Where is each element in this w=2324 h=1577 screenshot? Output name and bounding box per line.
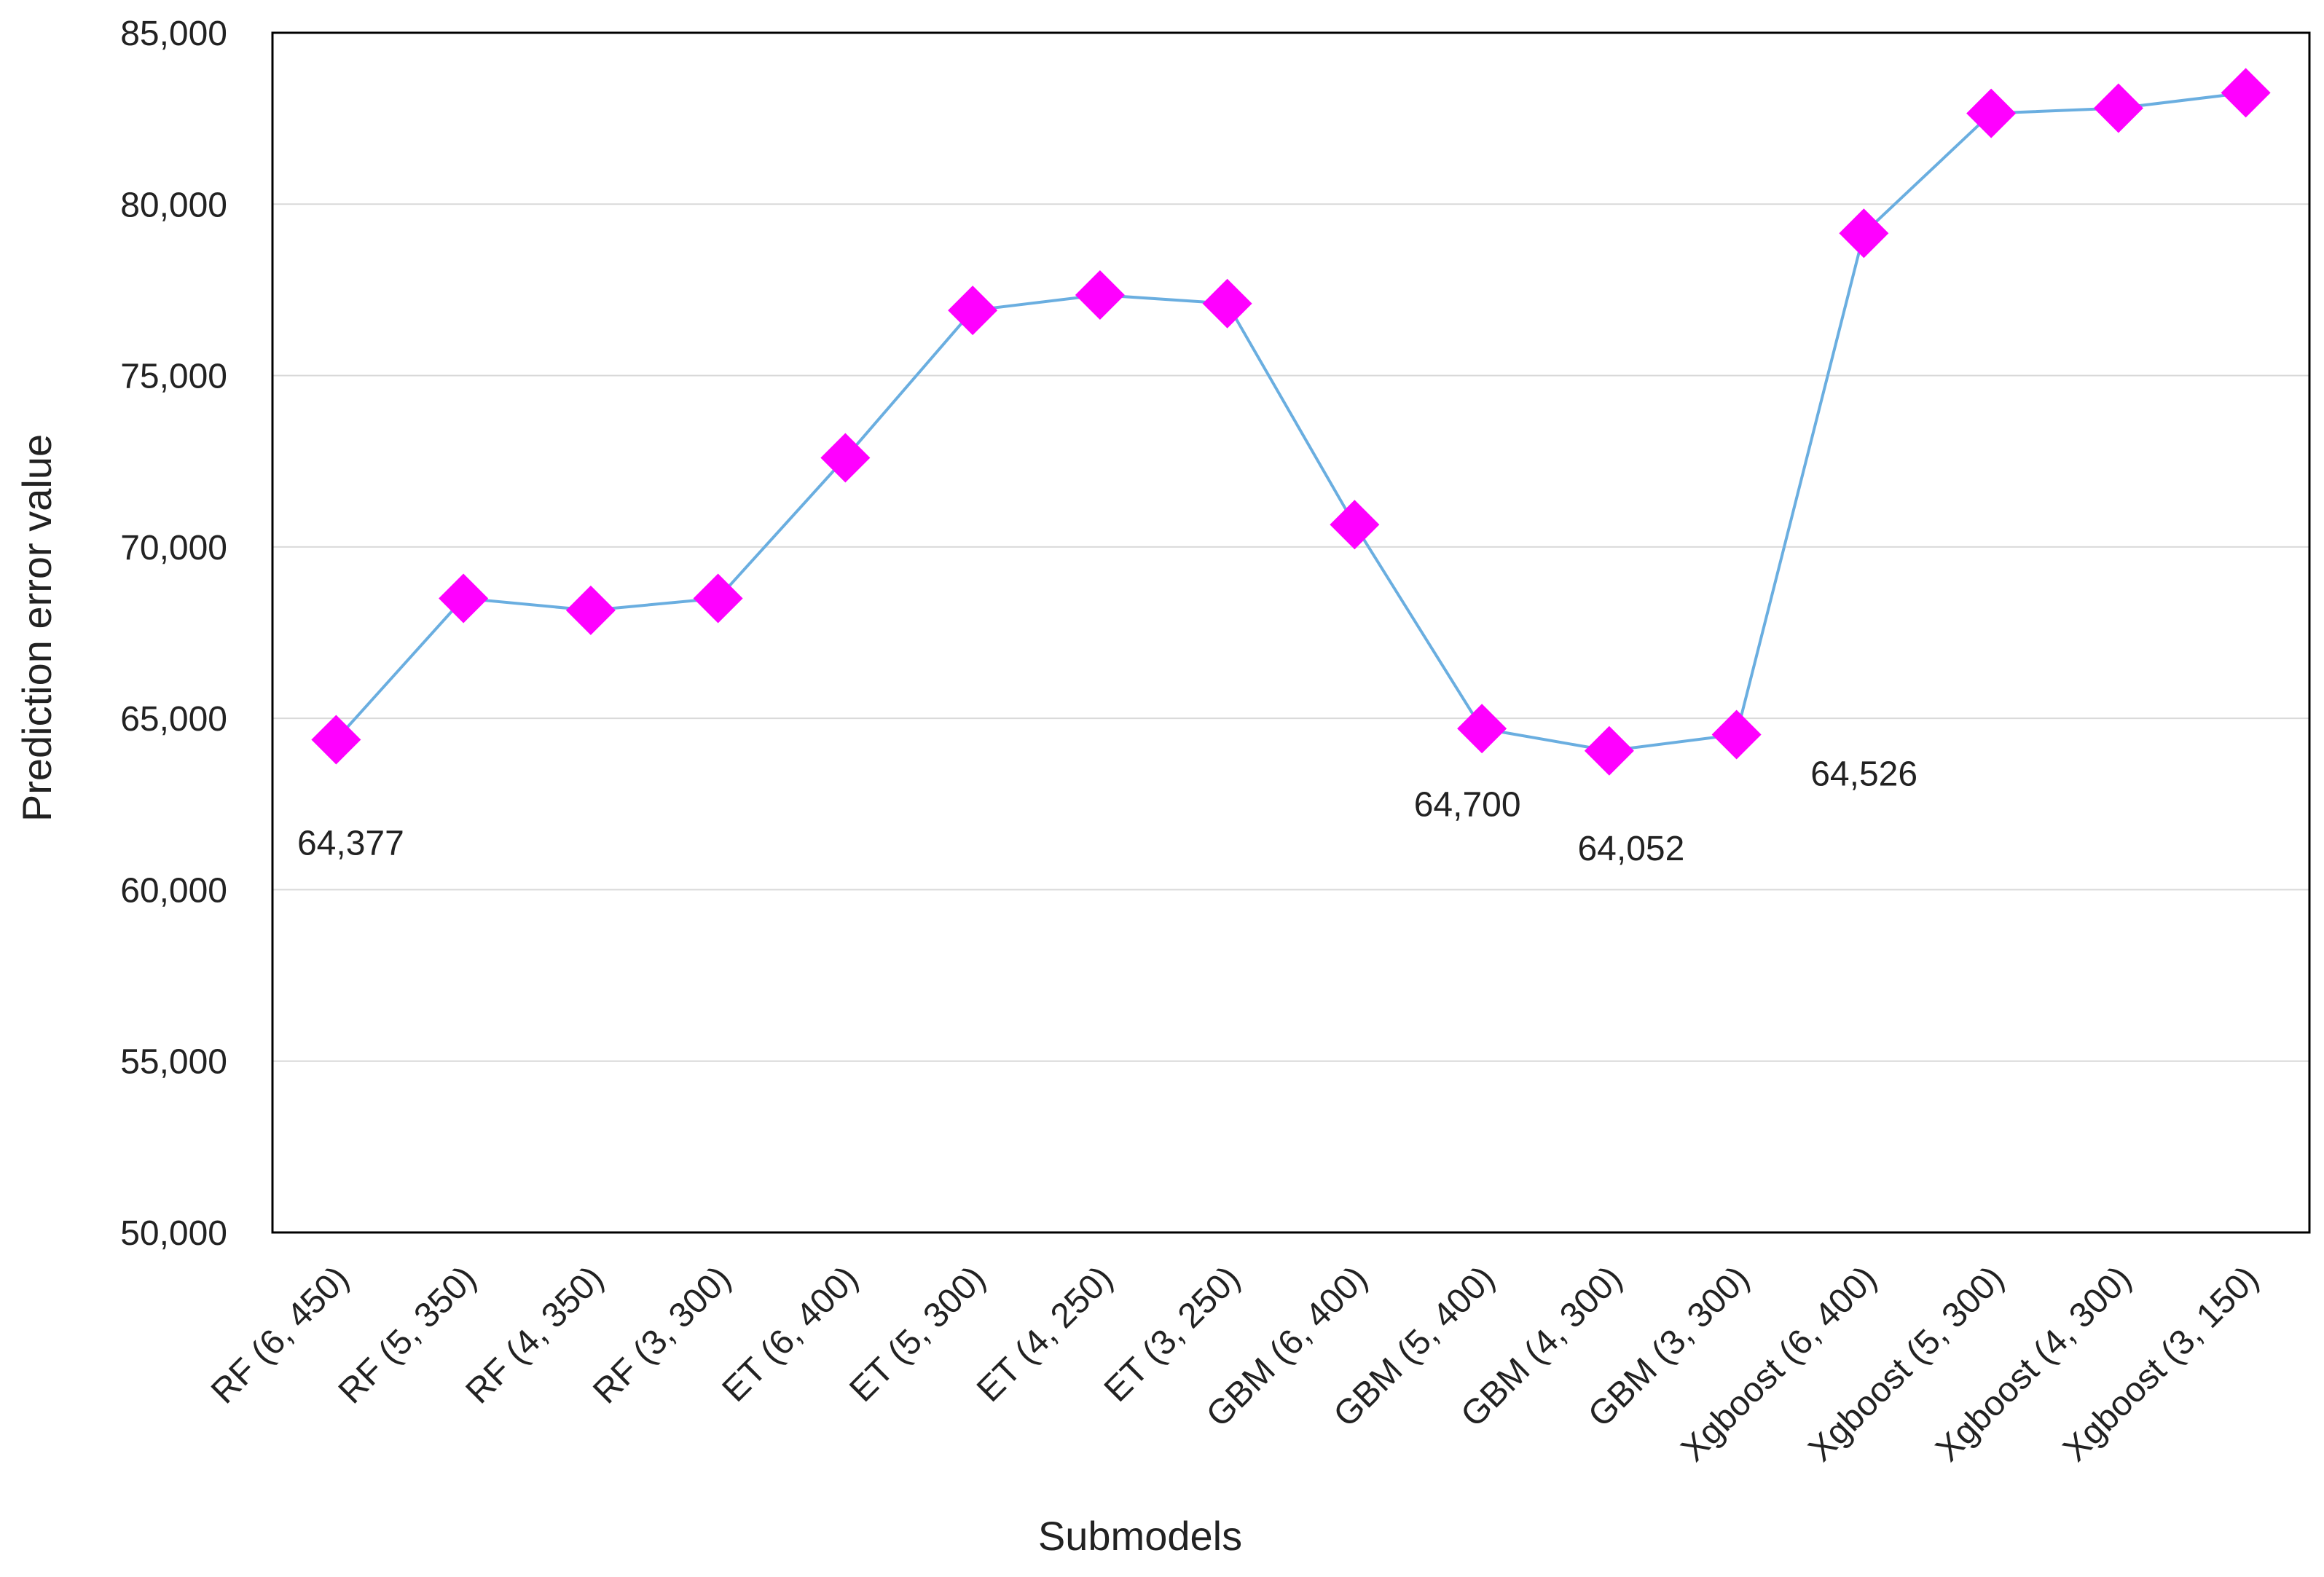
series-line bbox=[334, 91, 2246, 752]
data-point-marker bbox=[1839, 208, 1889, 259]
data-labels: 64,377 64,700 64,052 64,526 bbox=[297, 755, 1917, 868]
y-tick-label: 60,000 bbox=[120, 871, 227, 910]
data-point-marker bbox=[1966, 88, 2017, 138]
axes bbox=[271, 31, 2311, 1234]
data-label: 64,377 bbox=[297, 824, 404, 862]
data-point-marker bbox=[820, 433, 871, 483]
y-tick-label: 80,000 bbox=[120, 186, 227, 224]
data-point-marker bbox=[1330, 500, 1380, 550]
data-point-marker bbox=[439, 573, 489, 624]
x-tick-label: RF (6, 450) bbox=[204, 1259, 356, 1411]
y-tick-label: 65,000 bbox=[120, 700, 227, 739]
data-point-marker bbox=[565, 585, 616, 635]
x-tick-labels: RF (6, 450)RF (5, 350)RF (4, 350)RF (3, … bbox=[204, 1259, 2266, 1468]
data-point-marker bbox=[1457, 704, 1507, 754]
data-markers bbox=[311, 68, 2271, 776]
data-point-marker bbox=[1075, 270, 1125, 320]
x-tick-label: RF (5, 350) bbox=[331, 1259, 484, 1411]
data-point-marker bbox=[2221, 68, 2271, 118]
x-tick-label: ET (4, 250) bbox=[970, 1259, 1120, 1409]
x-tick-label: RF (4, 350) bbox=[459, 1259, 611, 1411]
data-point-marker bbox=[1584, 725, 1634, 776]
y-tick-labels: 50,000 55,000 60,000 65,000 70,000 75,000 80,0… bbox=[120, 15, 227, 1253]
y-tick-label: 55,000 bbox=[120, 1043, 227, 1082]
x-axis-title: Submodels bbox=[1038, 1513, 1242, 1559]
data-label: 64,700 bbox=[1414, 785, 1521, 824]
data-point-marker bbox=[1202, 278, 1252, 329]
grid-lines bbox=[272, 203, 2309, 1062]
y-tick-label: 50,000 bbox=[120, 1214, 227, 1253]
data-label: 64,526 bbox=[1810, 755, 1917, 793]
y-tick-label: 70,000 bbox=[120, 529, 227, 567]
y-tick-label: 75,000 bbox=[120, 358, 227, 396]
data-point-marker bbox=[693, 573, 743, 624]
plot-frame bbox=[271, 31, 2311, 1234]
data-series bbox=[334, 91, 2246, 752]
y-tick-label: 85,000 bbox=[120, 15, 227, 53]
x-tick-label: ET (5, 300) bbox=[842, 1259, 993, 1409]
data-label: 64,052 bbox=[1577, 830, 1684, 868]
y-axis-title: Prediction error value bbox=[14, 434, 60, 822]
x-tick-label: RF (3, 300) bbox=[586, 1259, 738, 1411]
data-point-marker bbox=[1711, 709, 1762, 760]
data-point-marker bbox=[311, 715, 361, 765]
data-point-marker bbox=[948, 286, 998, 336]
x-tick-label: ET (6, 400) bbox=[715, 1259, 866, 1409]
data-point-marker bbox=[2093, 83, 2143, 133]
